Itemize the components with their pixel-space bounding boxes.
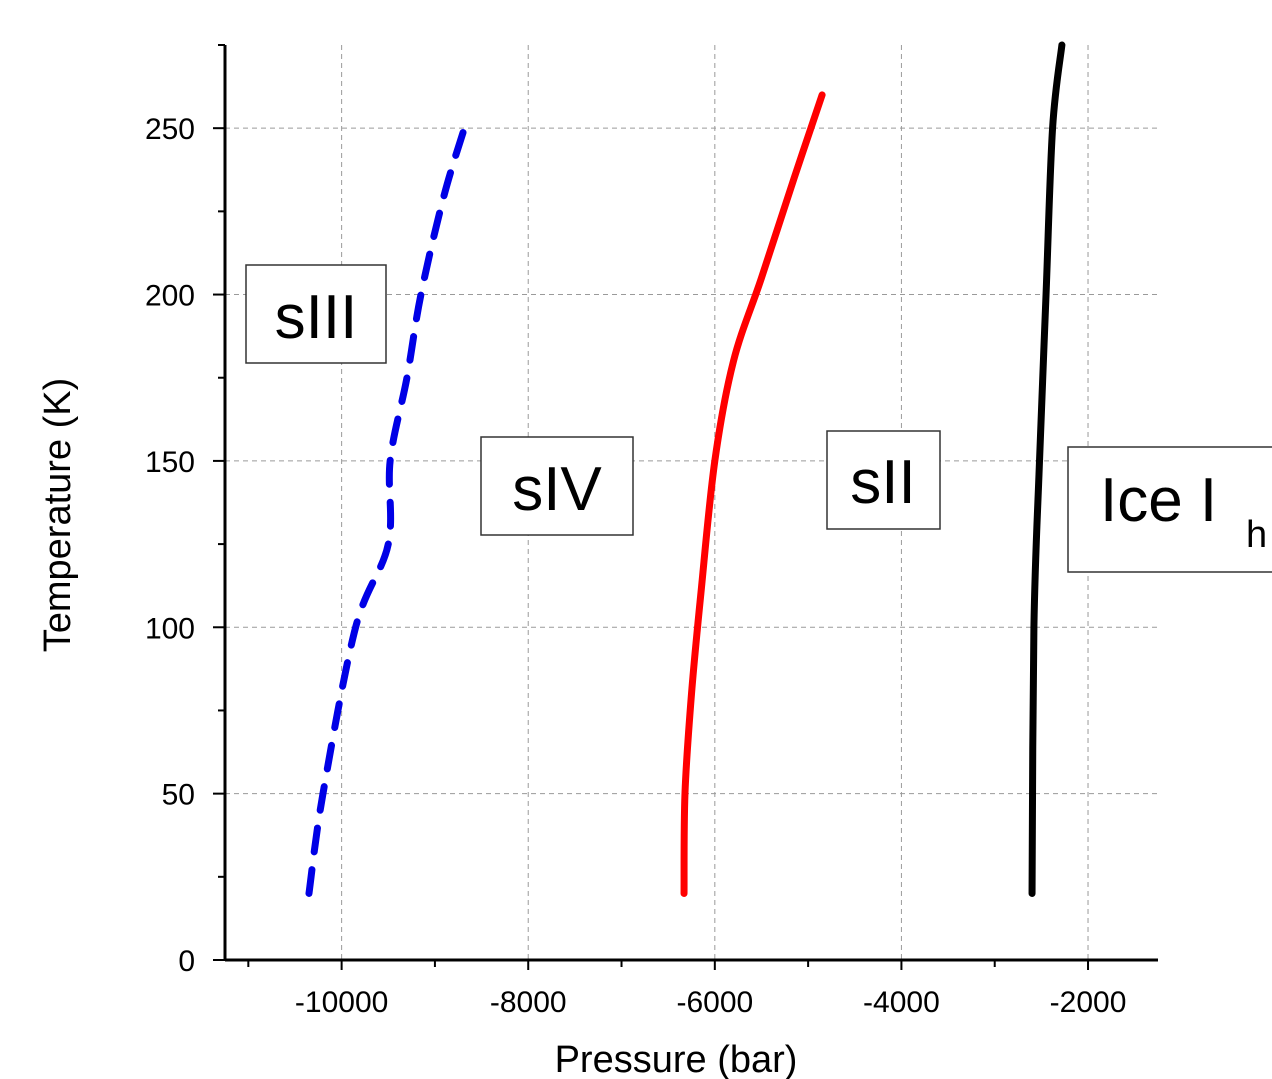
region-labels: sIII sIV sII Ice I h <box>245 264 1272 573</box>
region-box <box>826 430 941 530</box>
x-axis-title: Pressure (bar) <box>555 1039 798 1079</box>
x-tick-label: -2000 <box>1050 986 1127 1019</box>
y-tick-label: 250 <box>145 113 195 146</box>
region-label: sIV <box>512 455 602 524</box>
series-group <box>305 41 1066 897</box>
region-box <box>1067 446 1272 573</box>
region-label: sIII <box>275 283 358 352</box>
series-line-2 <box>680 91 826 897</box>
x-tick-label: -8000 <box>490 986 567 1019</box>
y-tick-label: 100 <box>145 612 195 645</box>
y-tick-label: 150 <box>145 446 195 479</box>
y-axis-title: Temperature (K) <box>37 378 79 653</box>
y-tick-label: 50 <box>162 779 195 812</box>
axes <box>223 45 1158 962</box>
y-tick-label: 200 <box>145 280 195 313</box>
region-label-subscript: h <box>1246 514 1267 556</box>
ticks: -10000 -8000 -6000 -4000 -2000 0 50 100 150 200 25… <box>145 44 1127 1019</box>
region-box <box>480 436 634 536</box>
y-tick-label: 0 <box>178 945 195 978</box>
region-box <box>245 264 387 364</box>
x-tick-label: -6000 <box>676 986 753 1019</box>
grid-lines <box>225 45 1158 960</box>
x-tick-label: -4000 <box>863 986 940 1019</box>
series-line-1 <box>305 114 472 897</box>
x-tick-label: -10000 <box>295 986 388 1019</box>
region-label: Ice I <box>1100 466 1217 535</box>
series-line-3 <box>1028 41 1066 897</box>
region-label: sII <box>850 448 915 517</box>
